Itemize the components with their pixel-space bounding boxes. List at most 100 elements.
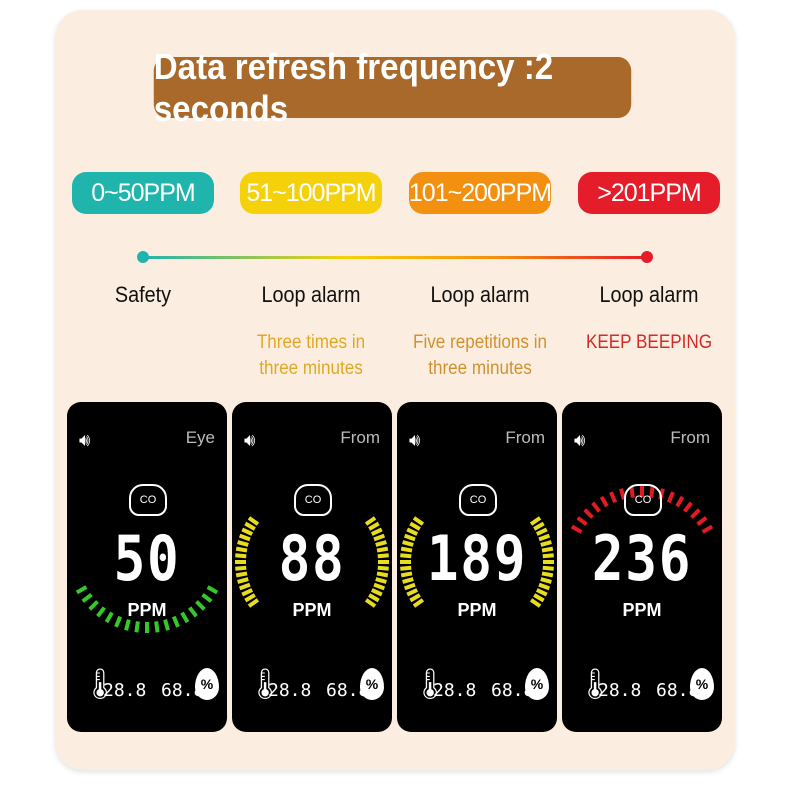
arc-segment	[538, 533, 551, 542]
arc-segment	[542, 565, 554, 571]
humidity-unit: %	[530, 676, 544, 692]
speaker-icon: 🔊︎	[79, 430, 91, 450]
arc-segment	[247, 598, 260, 608]
arc-segment	[570, 524, 583, 534]
detector-display: 🔊︎ From CO 236 PPM 🌡︎ 28.8 68.8 %	[562, 402, 722, 732]
gas-label: CO	[139, 494, 157, 506]
humidity-drop-icon: %	[195, 668, 219, 700]
co-cloud-icon: CO	[294, 484, 332, 516]
arc-segment	[535, 527, 548, 536]
arc-segment	[201, 593, 213, 603]
arc-segment	[370, 588, 383, 597]
arc-segment	[400, 546, 413, 553]
arc-segment	[701, 524, 714, 534]
arc-segment	[134, 621, 140, 633]
page-title: Data refresh frequency :2 seconds	[153, 46, 632, 129]
level-label: Loop alarm	[261, 282, 361, 307]
humidity-unit: %	[365, 676, 379, 692]
range-pill: 51~100PPM	[240, 172, 382, 214]
arc-segment	[244, 593, 256, 603]
arc-segment	[171, 615, 180, 628]
arc-segment	[368, 521, 380, 531]
ppm-unit: PPM	[292, 600, 332, 620]
arc-segment	[124, 619, 131, 631]
detector-display: 🔊︎ From CO 88 PPM 🌡︎ 28.8 68.8 %	[232, 402, 392, 732]
arc-segment	[75, 585, 88, 595]
level-label: Loop alarm	[430, 282, 530, 307]
ppm-unit: PPM	[622, 600, 662, 620]
temperature-value: 28.8	[268, 680, 312, 701]
arc-segment	[540, 577, 552, 584]
level-note: Three times in three minutes	[235, 330, 388, 382]
arc-segment	[412, 598, 425, 608]
arc-segment	[542, 553, 554, 559]
speaker-icon: 🔊︎	[574, 430, 586, 450]
humidity-drop-icon: %	[690, 668, 714, 700]
arc-segment	[206, 585, 219, 595]
arc-segment	[376, 546, 389, 553]
arc-segment	[238, 582, 251, 591]
arc-segment	[375, 540, 387, 547]
ppm-unit: PPM	[127, 600, 167, 620]
humidity-drop-icon: %	[525, 668, 549, 700]
arc-segment	[541, 571, 554, 578]
arc-segment	[403, 582, 416, 591]
temperature-value: 28.8	[598, 680, 642, 701]
thermometer-icon: 🌡︎	[246, 668, 285, 701]
humidity-drop-icon: %	[360, 668, 384, 700]
arc-segment	[609, 491, 618, 504]
range-pill: 101~200PPM	[409, 172, 552, 214]
arc-segment	[529, 598, 542, 608]
arc-segment	[675, 495, 685, 508]
arc-segment	[364, 598, 377, 608]
scale-start-dot	[137, 251, 149, 263]
arc-segment	[696, 516, 708, 526]
arc-segment	[583, 508, 594, 519]
arc-segment	[533, 521, 545, 531]
gradient-scale-line	[143, 256, 647, 259]
arc-segment	[576, 516, 588, 526]
corner-label: Eye	[185, 428, 215, 447]
note-line: three minutes	[259, 358, 363, 379]
arc-segment	[406, 588, 419, 597]
arc-segment	[400, 571, 413, 578]
arc-segment	[368, 593, 380, 603]
arc-segment	[402, 540, 414, 547]
corner-label: From	[340, 428, 380, 447]
level-arc	[400, 516, 554, 608]
arc-segment	[237, 577, 249, 584]
speaker-icon: 🔊︎	[244, 430, 256, 450]
arc-segment	[683, 501, 693, 513]
arc-segment	[376, 571, 389, 578]
humidity-value: 68.8	[656, 680, 700, 701]
arc-segment	[154, 621, 160, 633]
level-note: Five repetitions in three minutes	[404, 330, 557, 382]
note-line: Three times in	[256, 332, 366, 353]
arc-segment	[244, 521, 256, 531]
ppm-value: 88	[278, 522, 346, 595]
arc-segment	[247, 516, 260, 526]
co-cloud-icon: CO	[459, 484, 497, 516]
thermometer-icon: 🌡︎	[81, 668, 120, 701]
thermometer-icon: 🌡︎	[411, 668, 450, 701]
arc-segment	[235, 571, 248, 578]
arc-segment	[195, 600, 206, 611]
ppm-unit: PPM	[457, 600, 497, 620]
arc-segment	[370, 527, 383, 536]
temperature-value: 28.8	[103, 680, 147, 701]
arc-segment	[241, 527, 254, 536]
arc-segment	[535, 588, 548, 597]
corner-label: From	[505, 428, 545, 447]
arc-segment	[237, 540, 249, 547]
humidity-value: 68.8	[161, 680, 205, 701]
arc-segment	[599, 495, 609, 508]
arc-segment	[403, 533, 416, 542]
arc-segment	[104, 611, 114, 624]
gas-label: CO	[304, 494, 322, 506]
humidity-unit: %	[200, 676, 214, 692]
level-label: Loop alarm	[599, 282, 699, 307]
note-line: KEEP BEEPING	[585, 332, 713, 353]
ppm-value: 50	[113, 522, 181, 595]
co-cloud-icon: CO	[624, 484, 662, 516]
range-pill: >201PPM	[578, 172, 720, 214]
